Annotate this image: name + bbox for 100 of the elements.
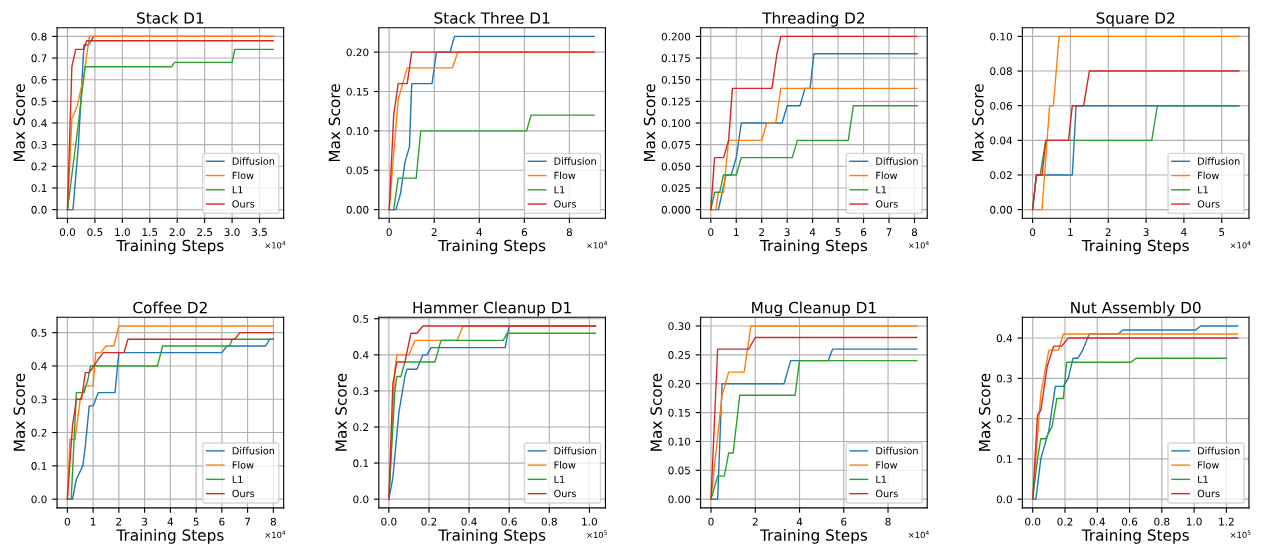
legend-label: Ours — [1197, 489, 1220, 498]
x-tick-label: 5 — [1219, 228, 1225, 237]
y-tick-label: 0.04 — [990, 136, 1013, 145]
x-tick-label: 7 — [245, 517, 251, 526]
x-tick-label: 3 — [142, 517, 148, 526]
legend-label: Diffusion — [232, 157, 275, 165]
x-tick-label: 8 — [566, 228, 572, 237]
y-tick-label: 0.10 — [990, 32, 1012, 41]
y-tick-label: 0.1 — [996, 455, 1012, 463]
x-tick-label: 2 — [1105, 228, 1111, 236]
chart-title: Stack D1 — [137, 11, 204, 24]
legend-label: Ours — [875, 489, 898, 498]
legend-label: Flow — [554, 171, 576, 180]
y-tick-label: 0.6 — [31, 75, 47, 84]
y-tick-label: 0.4 — [31, 362, 47, 371]
x-axis-title: Training Steps — [116, 529, 224, 544]
x-tick-label: 2.5 — [197, 228, 213, 237]
y-tick-label: 0.00 — [668, 495, 691, 504]
y-axis-title: Max Score — [335, 373, 347, 451]
x-tick-label: 2 — [431, 228, 437, 236]
x-tick-label: 0.2 — [421, 517, 437, 526]
y-tick-label: 0.05 — [668, 466, 690, 475]
legend-label: L1 — [876, 475, 887, 483]
y-tick-label: 0.2 — [996, 414, 1012, 423]
text: ×10$^{4}$ — [265, 240, 286, 249]
legend-label: L1 — [1198, 186, 1208, 194]
legend-label: Diffusion — [876, 446, 918, 455]
y-tick-label: 0.0 — [31, 205, 47, 214]
chart-title: Mug Cleanup D1 — [752, 301, 876, 317]
y-tick-label: 0.30 — [668, 322, 691, 331]
legend-label: Ours — [232, 200, 255, 208]
x-tick-label: 3.0 — [224, 228, 240, 237]
y-tick-label: 0.15 — [668, 408, 690, 417]
chart-title: Stack Three D1 — [434, 11, 550, 24]
chart-title: Threading D2 — [762, 11, 865, 27]
x-tick-label: 3.5 — [252, 228, 267, 237]
y-tick-label: 0.4 — [353, 351, 369, 359]
y-axis-title: Max Score — [643, 84, 656, 162]
legend-label: Flow — [1198, 171, 1219, 180]
y-tick-label: 0.175 — [661, 54, 690, 63]
y-tick-label: 0.1 — [353, 459, 369, 468]
x-tick-label: 0.6 — [501, 517, 517, 526]
y-tick-label: 0.5 — [31, 328, 47, 337]
y-tick-label: 0.10 — [668, 437, 691, 446]
x-tick-label: 5 — [193, 517, 199, 526]
x-tick-label: 0.8 — [1154, 517, 1170, 526]
y-tick-label: 0.025 — [661, 184, 690, 193]
text: ×10$^{4}$ — [908, 240, 929, 249]
x-tick-label: 1.0 — [1186, 517, 1202, 526]
legend-label: Flow — [232, 461, 254, 469]
x-tick-label: 6 — [219, 517, 225, 526]
y-tick-label: 0.000 — [661, 205, 691, 214]
y-tick-label: 0.02 — [990, 171, 1012, 180]
x-tick-label: 8 — [911, 228, 918, 237]
y-tick-label: 0.050 — [661, 162, 691, 171]
y-tick-label: 0.7 — [31, 54, 47, 63]
legend-label: Flow — [876, 171, 898, 180]
x-tick-label: 0 — [708, 228, 714, 237]
y-tick-label: 0.5 — [353, 314, 369, 323]
y-tick-label: 0.1 — [31, 462, 47, 470]
x-tick-label: 0.0 — [59, 228, 76, 237]
legend-label: L1 — [554, 186, 565, 194]
legend-label: Diffusion — [554, 157, 596, 165]
y-tick-label: 0.10 — [346, 127, 369, 135]
y-tick-label: 0.100 — [661, 119, 691, 128]
legend-label: L1 — [232, 475, 243, 483]
x-tick-label: 1.0 — [115, 228, 130, 237]
x-tick-label: 8 — [885, 517, 891, 526]
y-tick-label: 0.075 — [661, 140, 690, 149]
text: ×10$^{4}$ — [265, 530, 286, 539]
y-tick-label: 0.2 — [31, 162, 47, 171]
x-tick-label: 4 — [476, 228, 483, 236]
y-tick-label: 0.3 — [996, 374, 1012, 383]
x-tick-label: 0.6 — [1121, 517, 1138, 526]
x-tick-label: 1.5 — [142, 228, 158, 237]
legend-label: Flow — [1198, 461, 1219, 469]
x-axis-title: Training Steps — [759, 239, 868, 255]
y-tick-label: 0.2 — [31, 428, 47, 437]
y-tick-label: 0.4 — [996, 334, 1013, 343]
y-tick-label: 0.0 — [996, 495, 1012, 504]
x-axis-title: Training Steps — [438, 239, 546, 255]
y-axis-title: Max Score — [328, 84, 341, 162]
legend-label: Diffusion — [1198, 157, 1240, 165]
y-tick-label: 0.15 — [346, 87, 369, 96]
y-tick-label: 0.05 — [346, 166, 369, 175]
x-tick-label: 6 — [860, 228, 867, 237]
x-tick-label: 6 — [521, 228, 527, 237]
y-tick-label: 0.125 — [661, 97, 690, 106]
x-tick-label: 0 — [1029, 228, 1036, 237]
chart-title: Nut Assembly D0 — [1071, 301, 1201, 317]
x-tick-label: 0.2 — [1057, 517, 1073, 526]
y-tick-label: 0.4 — [31, 119, 47, 128]
legend-label: L1 — [554, 475, 565, 483]
y-axis-title: Max Score — [650, 373, 662, 451]
y-tick-label: 0.3 — [31, 140, 47, 149]
y-tick-label: 0.00 — [346, 205, 369, 214]
x-tick-label: 6 — [841, 517, 847, 526]
x-tick-label: 4 — [167, 517, 174, 526]
x-tick-label: 4 — [796, 517, 803, 526]
y-axis-title: Max Score — [13, 84, 26, 162]
